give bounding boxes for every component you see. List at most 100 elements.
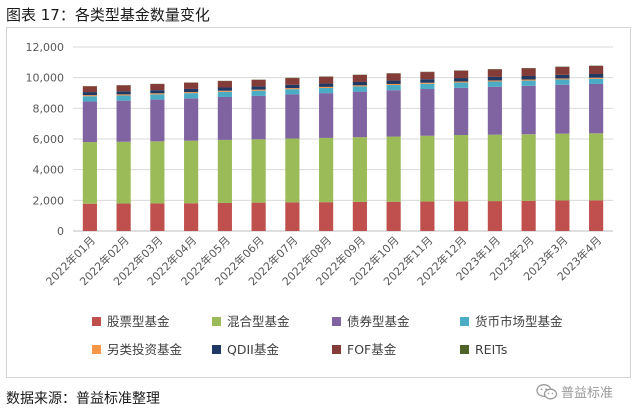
bar-segment [285, 88, 300, 90]
bar-segment [116, 91, 131, 95]
legend-label: REITs [475, 342, 507, 357]
bar-segment [420, 83, 435, 90]
bar-segment [555, 133, 570, 201]
bar-segment [150, 93, 165, 95]
y-tick-label: 12,000 [26, 41, 65, 54]
bar-segment [184, 82, 199, 89]
bar-segment [82, 142, 97, 204]
bar-segment [487, 86, 502, 135]
bar-segment [555, 200, 570, 231]
bar-segment [319, 76, 334, 84]
bar-segment [555, 84, 570, 134]
bar-segment [386, 85, 401, 91]
legend-swatch [460, 317, 469, 326]
bar-segment [319, 93, 334, 138]
legend-swatch [212, 345, 221, 354]
legend-label: QDII基金 [227, 342, 279, 357]
bar-segment [420, 72, 435, 80]
bar-segment [285, 78, 300, 85]
bar-segment [352, 86, 367, 92]
legend-swatch [460, 345, 469, 354]
x-axis: 2022年01月2022年02月2022年03月2022年04月2022年05月… [43, 233, 604, 288]
bar-segment [150, 84, 165, 91]
bar-segment [184, 98, 199, 141]
bar-segment [589, 83, 604, 134]
bar-segment [487, 201, 502, 231]
bar-segment [319, 137, 334, 203]
bar-segment [454, 70, 469, 79]
bar-segment [487, 80, 502, 82]
bar-segment [319, 87, 334, 94]
bar-segment [487, 81, 502, 87]
bar-segment [217, 139, 232, 203]
bar-segment [184, 203, 199, 231]
bar-segment [521, 80, 536, 86]
bar-segment [184, 93, 199, 99]
bar-segment [251, 139, 266, 203]
bar-segment [319, 83, 334, 87]
bar-segment [352, 201, 367, 231]
bar-segment [82, 101, 97, 143]
bar-segment [555, 78, 570, 80]
bar-segment [352, 81, 367, 86]
bar-segment [251, 86, 266, 90]
bar-segment [589, 77, 604, 79]
bar-segment [352, 85, 367, 87]
y-tick-label: 2,000 [33, 194, 65, 207]
bar-segment [386, 73, 401, 81]
bar-segment [352, 91, 367, 138]
bar-segment [217, 81, 232, 88]
bar-segment [521, 75, 536, 80]
bar-segment [251, 202, 266, 231]
legend-swatch [92, 317, 101, 326]
bar-segment [217, 87, 232, 91]
legend-label: 债券型基金 [347, 314, 410, 329]
legend-label: 货币市场型基金 [475, 314, 563, 329]
bar-segment [454, 201, 469, 231]
bar-segment [116, 95, 131, 101]
bar-segment [521, 134, 536, 201]
bar-segment [420, 89, 435, 136]
bar-segment [150, 94, 165, 100]
bar-segment [217, 96, 232, 140]
bar-segment [319, 86, 334, 88]
bar-segment [420, 135, 435, 202]
bar-segment [352, 74, 367, 82]
bar-segment [521, 79, 536, 81]
bar-segment [454, 81, 469, 83]
legend-swatch [332, 317, 341, 326]
bar-segment [116, 85, 131, 92]
bar-segment [116, 100, 131, 142]
bar-segment [150, 203, 165, 231]
bar-segment [589, 133, 604, 201]
bar-segment [589, 66, 604, 74]
bar-segment [555, 74, 570, 79]
bar-segment [487, 134, 502, 202]
source-note: 数据来源：普益标准整理 [6, 391, 160, 407]
wechat-icon [536, 383, 558, 399]
y-tick-label: 6,000 [33, 133, 65, 146]
bar-segment [521, 68, 536, 76]
y-tick-label: 4,000 [33, 164, 65, 177]
bar-segment [82, 95, 97, 97]
stacked-bar-chart: 0 2,000 4,000 6,000 8,000 10,000 12,000 2022年0… [26, 41, 613, 357]
y-tick-label: 0 [57, 225, 64, 238]
bar-segment [589, 200, 604, 231]
chart-frame: 0 2,000 4,000 6,000 8,000 10,000 12,000 2022年0… [6, 27, 631, 378]
bar-segment [251, 89, 266, 91]
y-tick-label: 8,000 [33, 102, 65, 115]
bar-segment [420, 79, 435, 83]
y-tick-label: 10,000 [26, 72, 65, 85]
bar-segment [352, 137, 367, 202]
bar-segment [184, 92, 199, 94]
bar-segment [386, 83, 401, 86]
y-axis: 0 2,000 4,000 6,000 8,000 10,000 12,000 [26, 41, 65, 238]
bar-segment [454, 78, 469, 82]
bar-segment [116, 94, 131, 96]
bar-segment [184, 88, 199, 93]
bar-segment [82, 92, 97, 96]
bar-segment [386, 90, 401, 137]
legend-label: 混合型基金 [227, 314, 290, 329]
bar-segment [217, 90, 232, 92]
